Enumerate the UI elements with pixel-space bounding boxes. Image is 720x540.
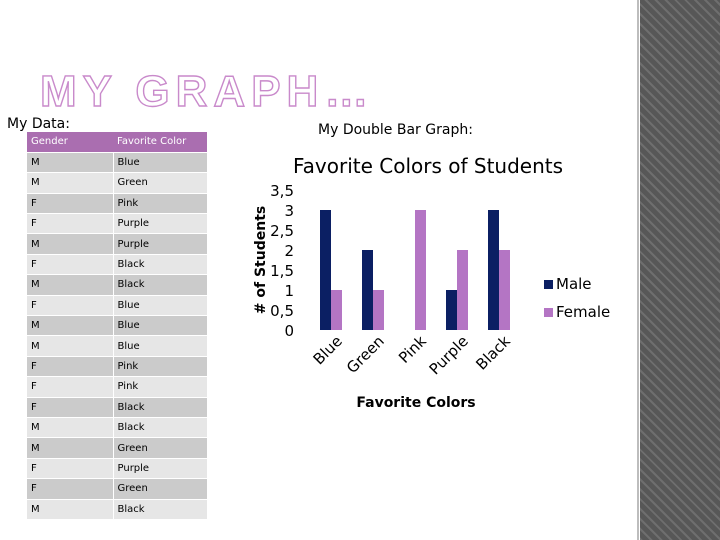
slide-title: MY GRAPH… — [39, 67, 375, 116]
gender-cell: F — [27, 376, 114, 398]
favorite-color-cell: Pink — [113, 376, 207, 398]
table-row: M Black — [27, 417, 207, 439]
x-tick-label: Green — [343, 332, 388, 377]
gender-cell: F — [27, 478, 114, 500]
y-tick-label: 1,5 — [270, 262, 294, 280]
table-row: M Green — [27, 437, 207, 459]
y-tick-label: 1 — [284, 282, 294, 300]
y-tick-label: 2 — [284, 242, 294, 260]
gender-cell: M — [27, 499, 114, 520]
gender-cell: M — [27, 274, 114, 296]
favorite-color-cell: Pink — [113, 193, 207, 215]
favorite-color-cell: Black — [113, 499, 207, 520]
graph-heading: My Double Bar Graph: — [318, 122, 473, 138]
table-row: M Blue — [27, 152, 207, 174]
y-tick-label: 0 — [284, 322, 294, 340]
data-table: Gender Favorite Color M Blue M Green F Pink F P… — [27, 132, 207, 520]
table-row: M Black — [27, 274, 207, 296]
decorative-side-strip — [640, 0, 720, 540]
gender-cell: M — [27, 233, 114, 255]
bar-female-pink — [415, 210, 426, 330]
gender-cell: F — [27, 295, 114, 317]
table-row: M Black — [27, 499, 207, 520]
favorite-color-cell: Blue — [113, 152, 207, 174]
x-axis-label: Favorite Colors — [356, 395, 475, 411]
favorite-color-cell: Purple — [113, 213, 207, 235]
bar-female-black — [499, 250, 510, 330]
favorite-color-cell: Pink — [113, 356, 207, 378]
favorite-color-cell: Purple — [113, 233, 207, 255]
favorite-color-cell: Green — [113, 172, 207, 194]
table-row: F Purple — [27, 213, 207, 235]
table-row: M Purple — [27, 233, 207, 255]
favorite-color-cell: Green — [113, 437, 207, 459]
gender-cell: M — [27, 335, 114, 357]
favorite-color-cell: Blue — [113, 315, 207, 337]
y-tick-label: 3,5 — [270, 182, 294, 200]
x-tick-label: Purple — [426, 332, 472, 378]
bar-male-black — [488, 210, 499, 330]
decorative-divider — [637, 0, 639, 540]
y-tick-label: 2,5 — [270, 222, 294, 240]
bar-female-blue — [331, 290, 342, 330]
table-row: F Blue — [27, 295, 207, 317]
x-tick-label: Blue — [310, 332, 346, 368]
legend-swatch-female — [544, 308, 553, 317]
bar-male-purple — [446, 290, 457, 330]
gender-cell: M — [27, 172, 114, 194]
table-row: F Green — [27, 478, 207, 500]
bar-male-green — [362, 250, 373, 330]
bar-male-blue — [320, 210, 331, 330]
gender-cell: M — [27, 437, 114, 459]
legend-swatch-male — [544, 280, 553, 289]
header-gender: Gender — [27, 132, 113, 153]
y-tick-label: 0,5 — [270, 302, 294, 320]
gender-cell: F — [27, 254, 114, 276]
bar-female-purple — [457, 250, 468, 330]
favorite-color-cell: Black — [113, 417, 207, 439]
bar-female-green — [373, 290, 384, 330]
y-tick-label: 3 — [284, 202, 294, 220]
table-row: M Blue — [27, 335, 207, 357]
gender-cell: F — [27, 356, 114, 378]
gender-cell: M — [27, 417, 114, 439]
table-row: M Blue — [27, 315, 207, 337]
gender-cell: F — [27, 397, 114, 418]
gender-cell: F — [27, 193, 114, 215]
table-row: F Pink — [27, 376, 207, 398]
x-tick-label: Black — [472, 332, 514, 374]
table-row: F Purple — [27, 458, 207, 480]
gender-cell: M — [27, 152, 114, 174]
x-tick-label: Pink — [395, 332, 430, 367]
table-row: F Pink — [27, 356, 207, 378]
legend-label-male: Male — [556, 275, 592, 293]
favorite-color-cell: Black — [113, 397, 207, 418]
table-row: F Pink — [27, 193, 207, 215]
table-row: F Black — [27, 397, 207, 418]
favorite-color-cell: Purple — [113, 458, 207, 480]
chart-title: Favorite Colors of Students — [293, 154, 563, 178]
gender-cell: F — [27, 213, 114, 235]
favorite-color-cell: Black — [113, 274, 207, 296]
table-row: M Green — [27, 172, 207, 194]
double-bar-chart: Favorite Colors of Students # of Students… — [253, 154, 610, 411]
favorite-color-cell: Blue — [113, 335, 207, 357]
gender-cell: M — [27, 315, 114, 337]
data-heading: My Data: — [7, 116, 70, 132]
y-axis-label: # of Students — [253, 206, 269, 314]
favorite-color-cell: Blue — [113, 295, 207, 317]
favorite-color-cell: Green — [113, 478, 207, 500]
header-favorite-color: Favorite Color — [113, 132, 207, 153]
table-header-row: Gender Favorite Color — [27, 132, 207, 153]
table-row: F Black — [27, 254, 207, 276]
favorite-color-cell: Black — [113, 254, 207, 276]
gender-cell: F — [27, 458, 114, 480]
legend-label-female: Female — [556, 303, 610, 321]
